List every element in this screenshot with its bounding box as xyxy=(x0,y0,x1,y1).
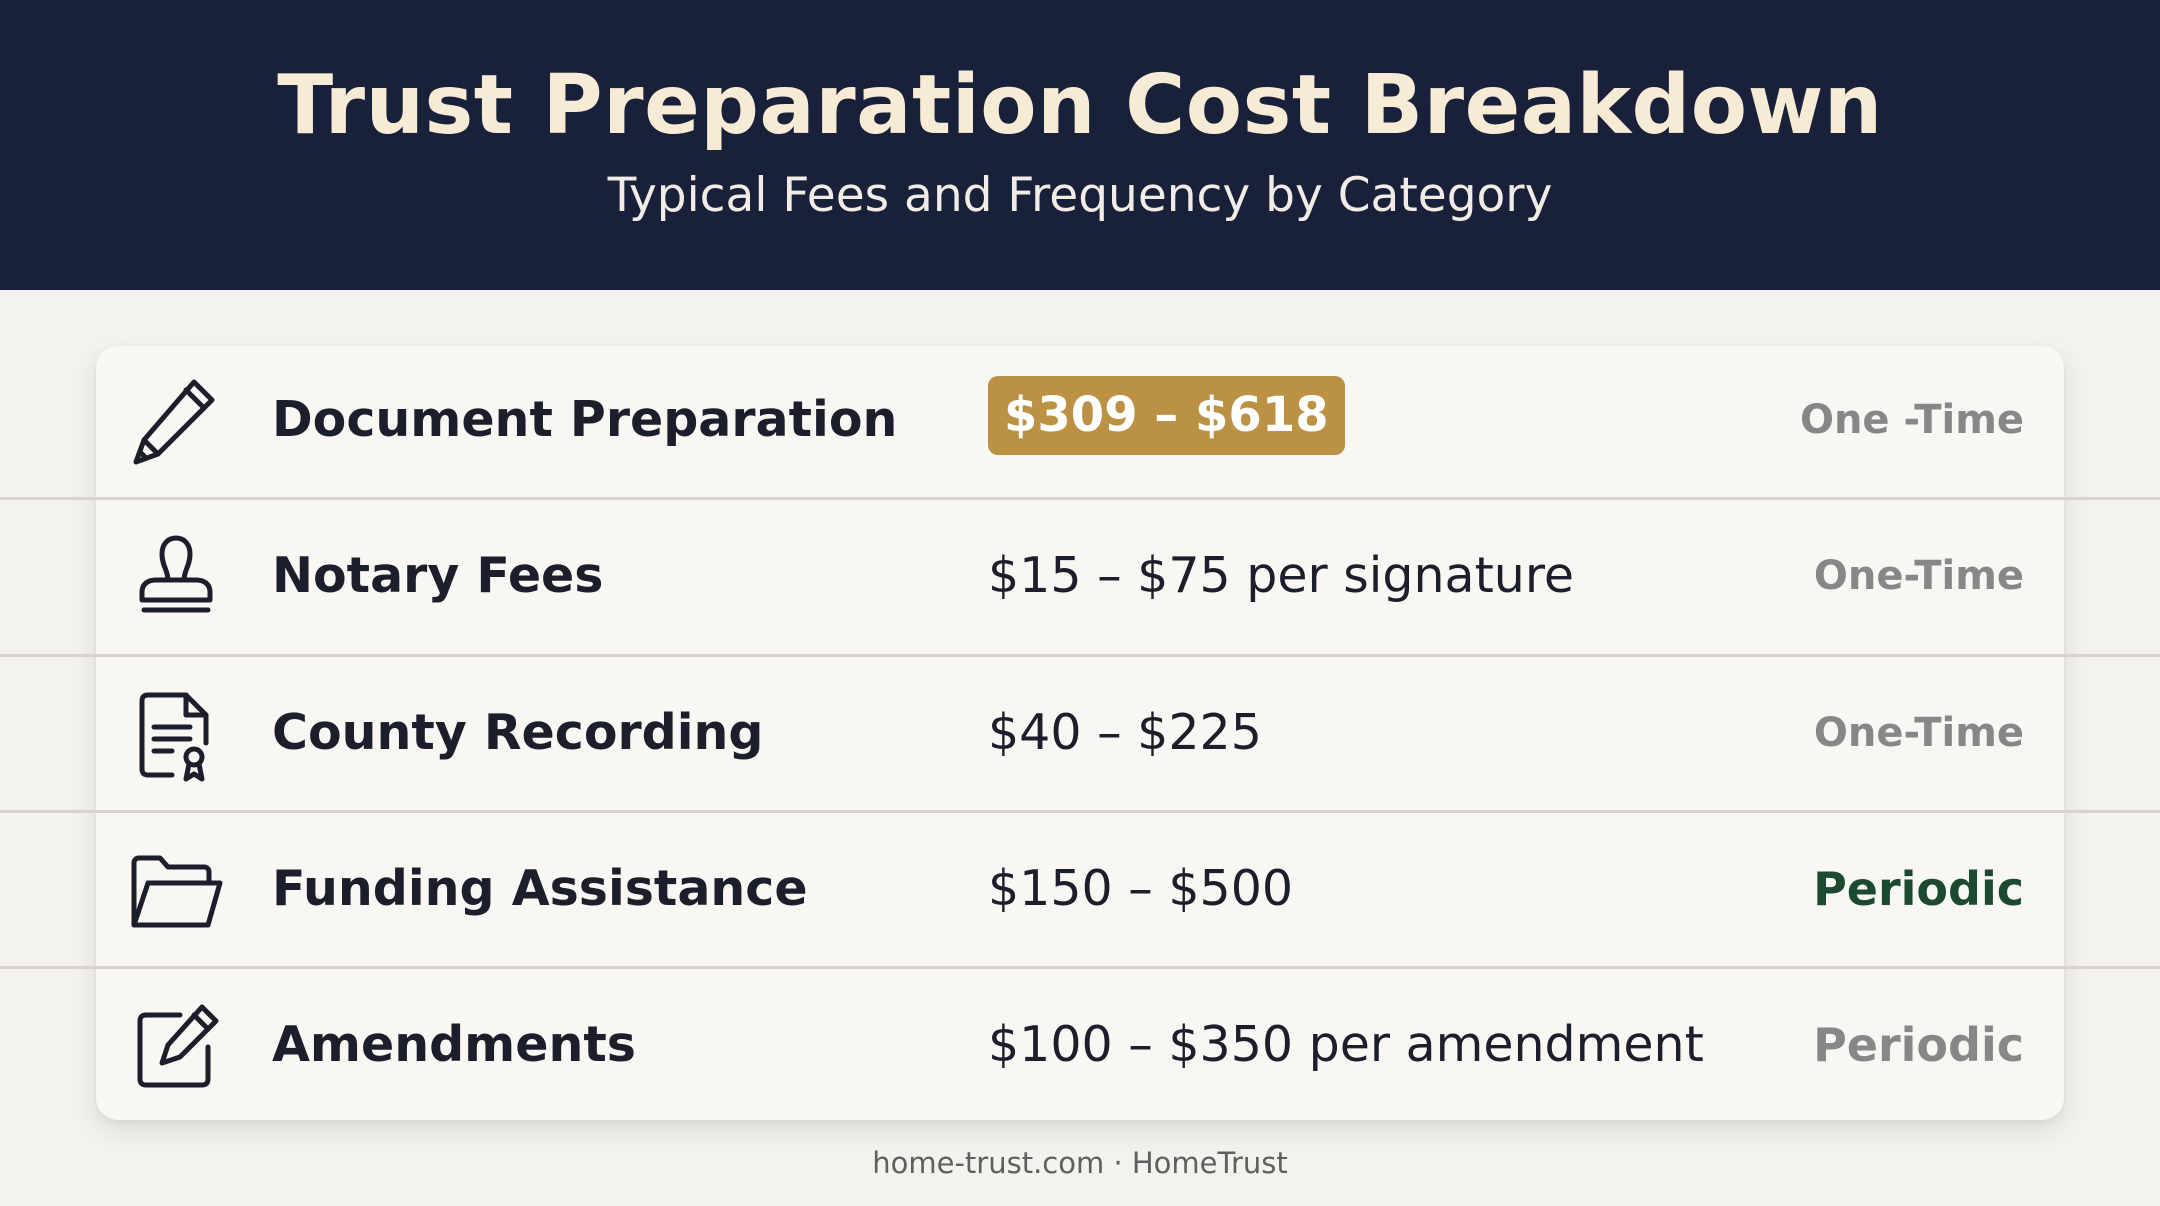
table-row-funding-assistance: Funding Assistance $150 – $500 Periodic xyxy=(0,811,2160,967)
table-row-amendments: Amendments $100 – $350 per amendment Per… xyxy=(0,967,2160,1123)
row-label: Amendments xyxy=(272,1016,636,1073)
table-row-county-recording: County Recording $40 – $225 One-Time xyxy=(0,655,2160,811)
frequency-label: One-Time xyxy=(1813,553,2024,599)
cost-value: $100 – $350 per amendment xyxy=(988,1016,1704,1073)
page-subtitle: Typical Fees and Frequency by Category xyxy=(607,168,1553,223)
row-label: County Recording xyxy=(272,704,764,761)
stamp-icon xyxy=(128,530,224,626)
cost-value: $40 – $225 xyxy=(988,704,1262,761)
row-label: Document Preparation xyxy=(272,391,898,448)
row-divider xyxy=(0,810,2160,813)
frequency-label: One -Time xyxy=(1799,397,2024,443)
footer-credit: home-trust.com · HomeTrust xyxy=(872,1146,1288,1180)
pencil-icon xyxy=(128,374,224,470)
header-banner: Trust Preparation Cost Breakdown Typical… xyxy=(0,0,2160,290)
cost-badge: $309 – $618 xyxy=(988,376,1345,455)
cost-table-card xyxy=(96,346,2064,1120)
row-divider xyxy=(0,497,2160,500)
cost-value: $150 – $500 xyxy=(988,860,1294,917)
folder-icon xyxy=(128,843,224,939)
row-label: Notary Fees xyxy=(272,547,604,604)
table-row-document-preparation: Document Preparation $309 – $618 One -Ti… xyxy=(0,342,2160,498)
frequency-label: One-Time xyxy=(1813,710,2024,756)
page-title: Trust Preparation Cost Breakdown xyxy=(277,58,1883,153)
table-row-notary-fees: Notary Fees $15 – $75 per signature One-… xyxy=(0,498,2160,654)
row-label: Funding Assistance xyxy=(272,860,808,917)
certificate-document-icon xyxy=(128,687,224,783)
row-divider xyxy=(0,654,2160,657)
frequency-label: Periodic xyxy=(1813,1018,2024,1072)
edit-icon xyxy=(128,999,224,1095)
frequency-label: Periodic xyxy=(1813,862,2024,916)
cost-value: $15 – $75 per signature xyxy=(988,547,1575,604)
row-divider xyxy=(0,966,2160,969)
